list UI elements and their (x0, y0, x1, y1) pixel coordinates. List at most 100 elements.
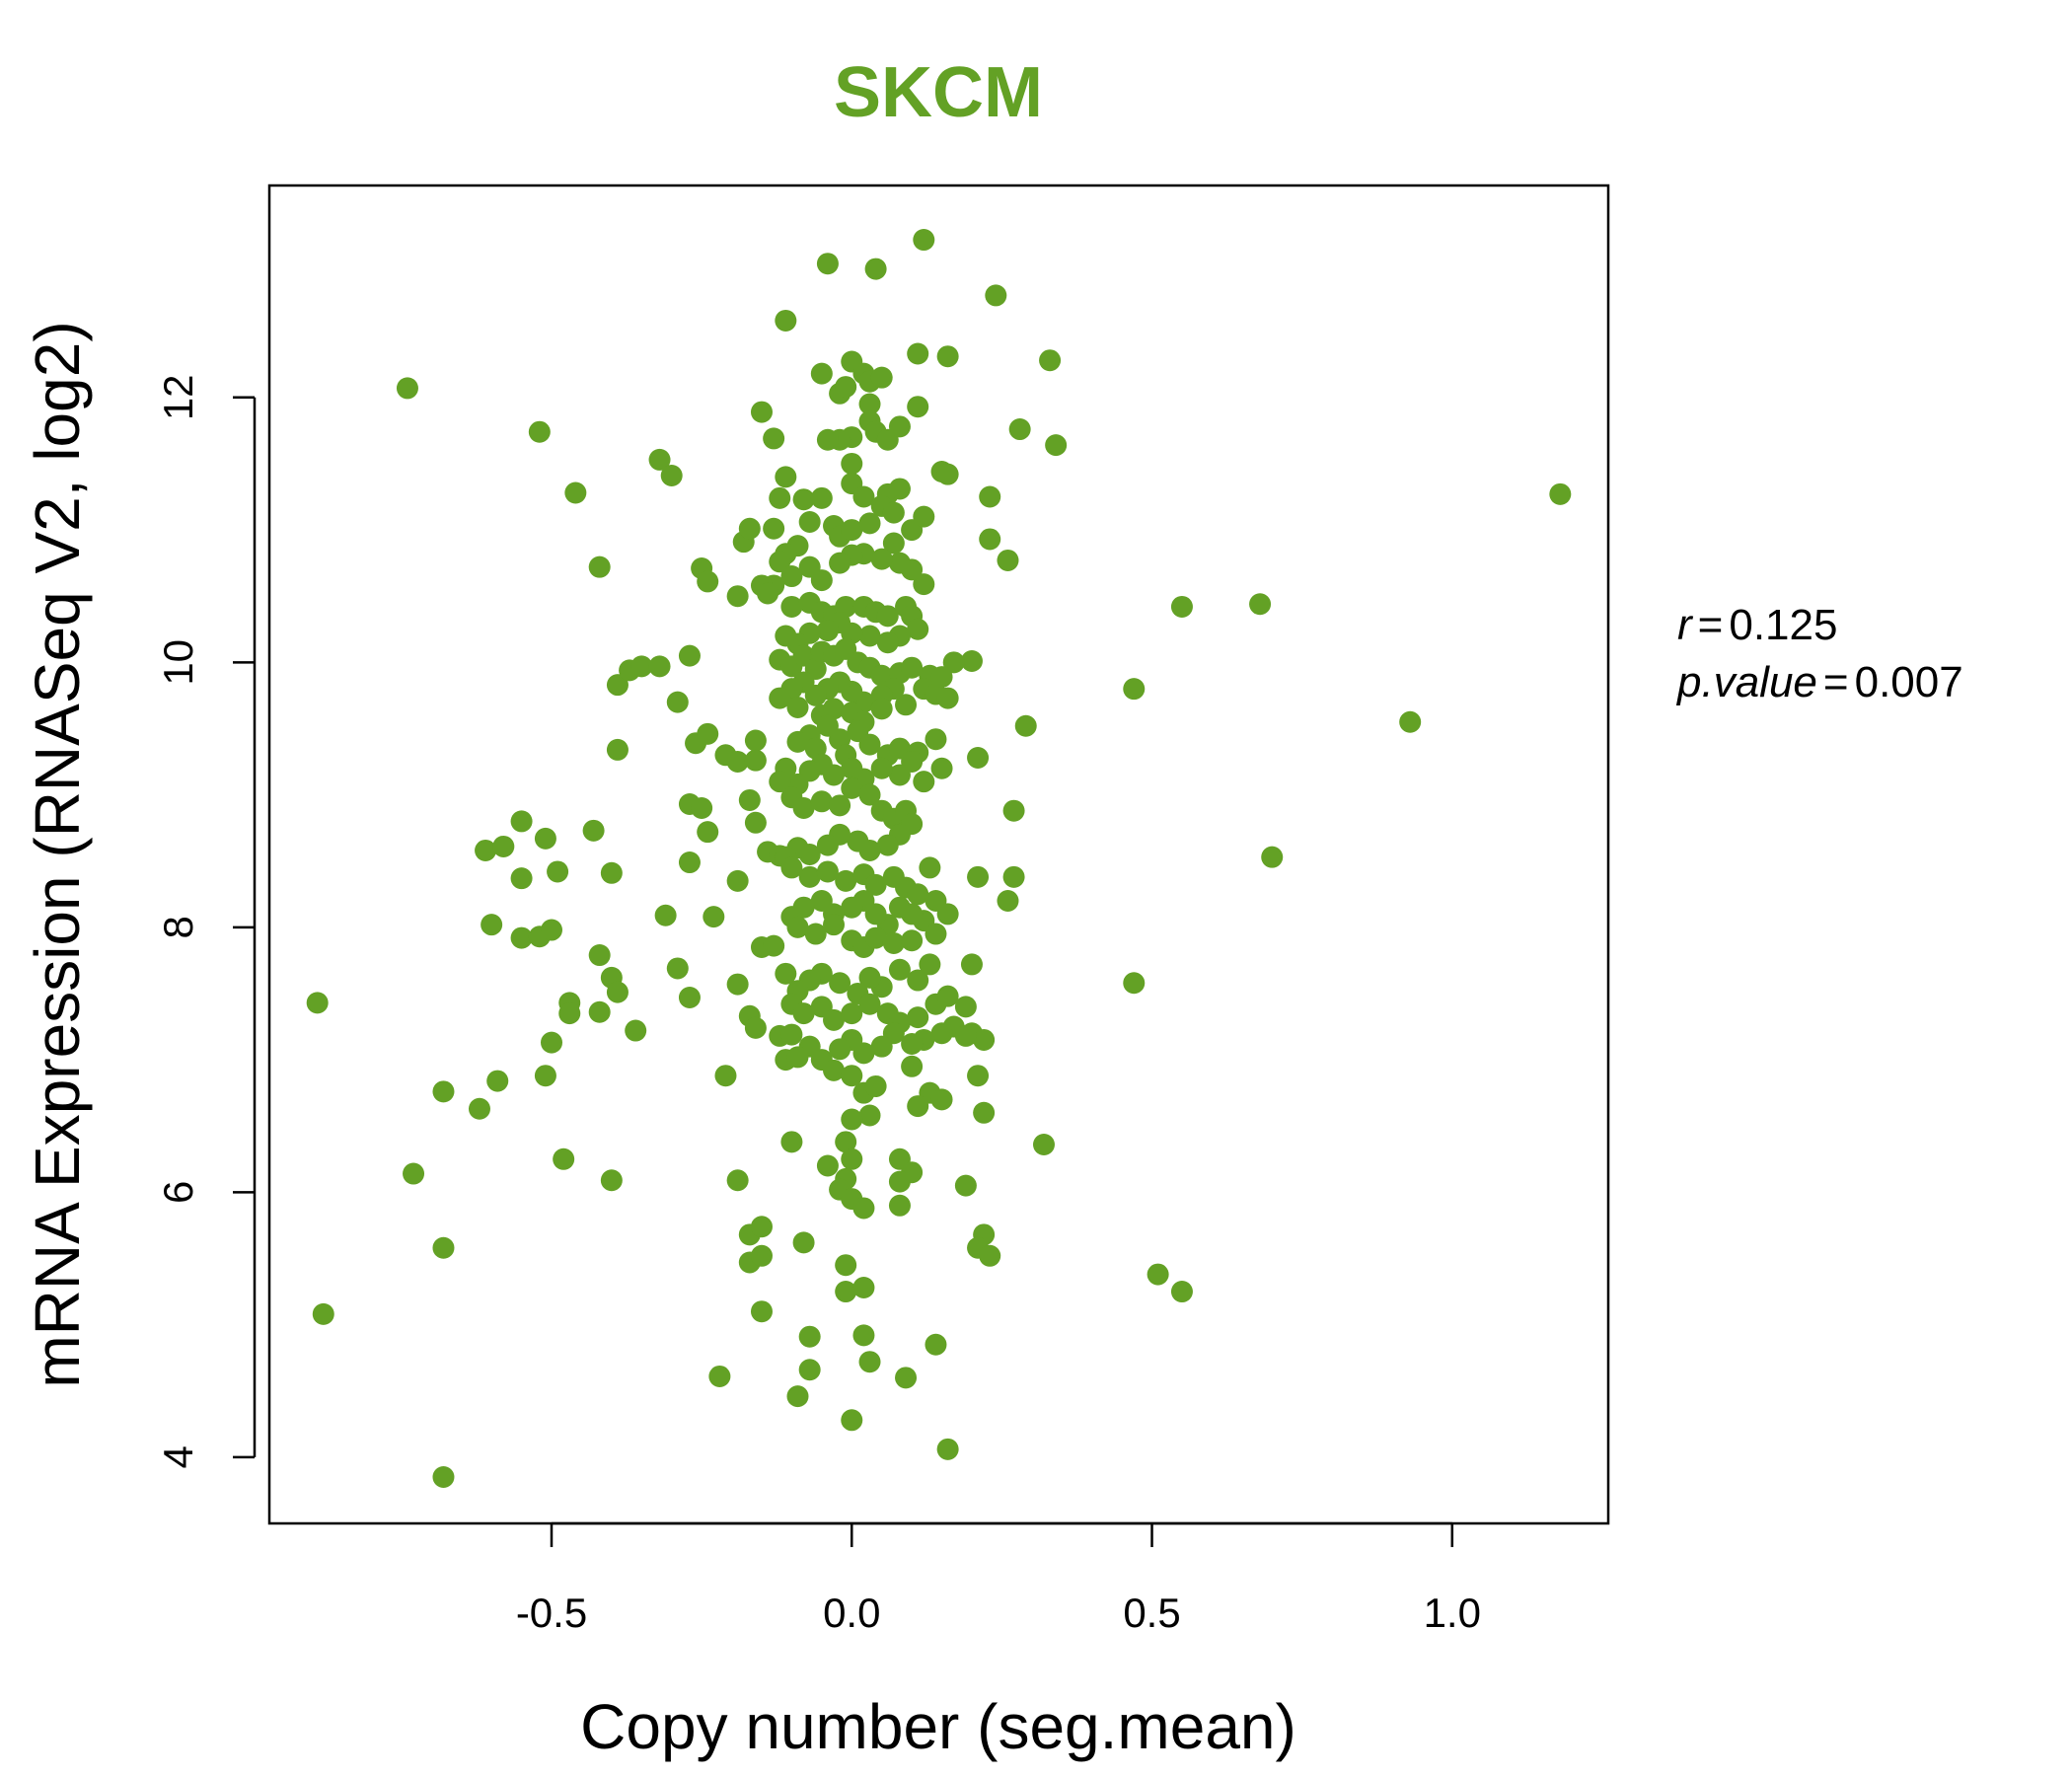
data-point (786, 916, 809, 938)
data-point (744, 729, 767, 752)
data-point (882, 501, 905, 524)
data-point (870, 548, 893, 570)
data-point (697, 821, 719, 844)
data-point (913, 229, 935, 252)
data-point (810, 889, 833, 912)
data-point (775, 625, 797, 647)
p-value: 0.007 (1855, 658, 1963, 706)
data-point (997, 549, 1019, 571)
correlation-r: r = 0.125 (1677, 601, 1837, 649)
data-point (930, 1088, 953, 1111)
y-tick-label: 12 (155, 374, 201, 420)
data-point (816, 428, 839, 451)
data-point (1039, 349, 1062, 372)
data-point (678, 986, 701, 1008)
data-point (979, 1244, 1001, 1267)
data-point (606, 981, 629, 1003)
data-point (858, 733, 881, 756)
data-point (528, 420, 551, 443)
data-point (558, 1002, 581, 1025)
data-point (888, 1194, 911, 1217)
data-point (780, 565, 803, 588)
data-point (864, 1074, 887, 1097)
data-point (841, 1002, 863, 1025)
data-point (475, 839, 497, 861)
y-tick-label: 6 (155, 1181, 201, 1204)
data-point (858, 993, 881, 1015)
data-point (769, 486, 791, 509)
data-point (553, 1147, 575, 1170)
data-point (763, 934, 785, 957)
data-point (786, 1385, 809, 1408)
plot-frame (267, 184, 1610, 1525)
data-point (744, 749, 767, 772)
data-point (954, 1174, 977, 1197)
data-point (432, 1466, 455, 1489)
data-point (864, 873, 887, 896)
data-point (786, 1046, 809, 1069)
data-point (648, 655, 671, 678)
data-point (835, 376, 857, 399)
data-point (606, 738, 629, 761)
data-point (835, 869, 857, 892)
data-point (810, 486, 833, 509)
data-point (913, 573, 935, 596)
data-point (816, 620, 839, 642)
data-point (708, 1365, 731, 1387)
y-tick-label: 4 (155, 1445, 201, 1468)
data-point (769, 771, 791, 793)
data-point (798, 511, 821, 534)
data-point (714, 1065, 737, 1087)
p-label: p.value (1675, 658, 1817, 706)
data-point (936, 1438, 959, 1460)
data-point (858, 966, 881, 989)
data-point (600, 1169, 623, 1192)
data-point (703, 906, 725, 928)
data-point (960, 649, 983, 672)
data-point (930, 757, 953, 779)
data-point (954, 996, 977, 1018)
data-point (829, 972, 851, 995)
data-point (588, 1000, 611, 1023)
data-point (841, 1147, 863, 1170)
data-point (936, 903, 959, 925)
data-point (841, 452, 863, 475)
data-point (858, 393, 881, 415)
data-point (936, 463, 959, 485)
data-point (907, 618, 929, 640)
data-point (769, 687, 791, 709)
data-point (625, 1019, 647, 1042)
data-point (888, 552, 911, 574)
data-point (432, 1236, 455, 1259)
data-point (306, 992, 329, 1014)
data-point (697, 570, 719, 593)
data-point (954, 1024, 977, 1047)
data-point (780, 856, 803, 879)
data-point (876, 605, 899, 628)
data-point (973, 1028, 996, 1051)
data-point (582, 819, 605, 842)
data-point (588, 944, 611, 967)
data-point (1249, 593, 1272, 616)
data-point (600, 861, 623, 884)
data-point (726, 869, 749, 892)
data-point (738, 788, 761, 811)
data-point (1032, 1134, 1055, 1156)
data-point (847, 830, 869, 852)
data-point (925, 1333, 947, 1356)
data-point (895, 694, 918, 716)
data-point (823, 914, 846, 936)
data-point (792, 1231, 815, 1254)
data-point (775, 962, 797, 985)
r-value: 0.125 (1729, 601, 1837, 649)
data-point (1008, 418, 1031, 441)
data-point (691, 797, 713, 820)
data-point (864, 258, 887, 280)
data-point (841, 519, 863, 542)
data-point (907, 342, 929, 365)
data-point (864, 926, 887, 949)
data-point (763, 517, 785, 540)
data-point (841, 1108, 863, 1131)
data-point (630, 655, 653, 678)
